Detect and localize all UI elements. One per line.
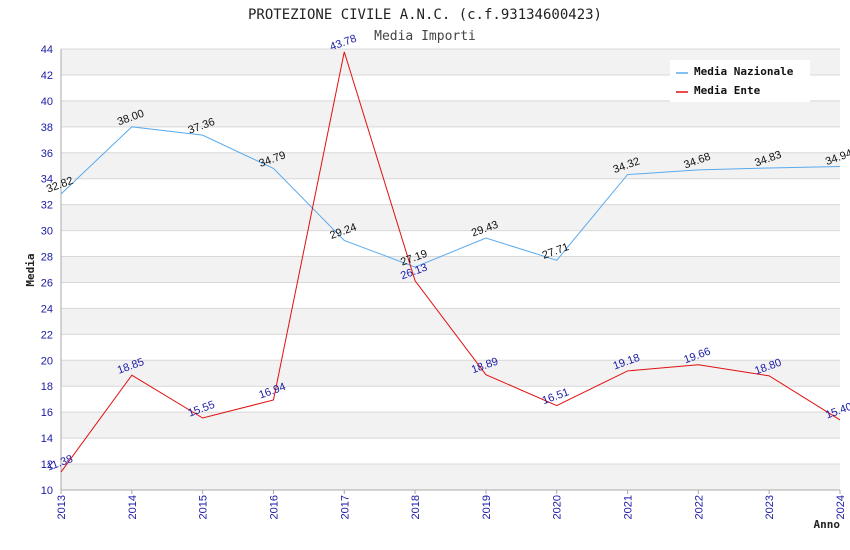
y-tick-labels: 10 12 14 16 18 20 22 24 26 28 30 32 34 36 38 40 42 44: [41, 44, 53, 497]
y-tick-label: 22: [41, 329, 53, 341]
x-tick-label: 2021: [623, 495, 635, 519]
y-tick-label: 20: [41, 355, 53, 367]
x-tick-label: 2014: [127, 495, 139, 519]
series-group: [60, 51, 841, 473]
x-axis-label: Anno: [814, 518, 841, 531]
y-tick-label: 10: [41, 485, 53, 497]
y-tick-label: 42: [41, 70, 53, 82]
x-tick-label: 2017: [339, 495, 351, 519]
chart-subtitle: Media Importi: [374, 29, 476, 44]
legend-label-media-nazionale: Media Nazionale: [694, 65, 794, 78]
grid-band: [61, 256, 840, 283]
y-tick-label: 26: [41, 277, 53, 289]
y-tick-label: 24: [41, 303, 53, 315]
grid-band: [61, 412, 840, 439]
x-tick-labels: 2013 2014 2015 2016 2017 2018 2019 2020 2021 2022…: [56, 490, 847, 519]
x-tick-label: 2013: [56, 495, 68, 519]
x-tick-label: 2022: [693, 495, 705, 519]
grid-band: [61, 204, 840, 231]
grid-bands: [61, 49, 840, 490]
y-tick-label: 28: [41, 252, 53, 264]
x-tick-label: 2024: [835, 495, 847, 519]
y-tick-label: 32: [41, 200, 53, 212]
y-tick-label: 40: [41, 96, 53, 108]
legend: Media Nazionale Media Ente: [670, 60, 810, 102]
x-tick-label: 2023: [764, 495, 776, 519]
y-tick-label: 30: [41, 226, 53, 238]
data-label: 16.51: [541, 386, 571, 407]
grid-lines: [61, 48, 840, 491]
x-tick-label: 2015: [198, 495, 210, 519]
x-tick-label: 2019: [481, 495, 493, 519]
x-tick-label: 2020: [552, 495, 564, 519]
series-line-media-ente: [60, 51, 841, 473]
y-tick-label: 38: [41, 122, 53, 134]
legend-box: [670, 60, 810, 102]
grid-band: [61, 360, 840, 387]
y-axis-label: Media: [24, 253, 37, 286]
chart-title: PROTEZIONE CIVILE A.N.C. (c.f.9313460042…: [248, 7, 602, 23]
series-line-media-nazionale: [60, 126, 841, 268]
y-tick-label: 18: [41, 381, 53, 393]
x-tick-label: 2016: [268, 495, 280, 519]
y-tick-label: 34: [41, 174, 53, 186]
y-tick-label: 14: [41, 433, 53, 445]
y-tick-label: 36: [41, 148, 53, 160]
grid-band: [61, 100, 840, 127]
legend-label-media-ente: Media Ente: [694, 84, 761, 97]
grid-band: [61, 464, 840, 490]
grid-band: [61, 308, 840, 335]
x-tick-label: 2018: [410, 495, 422, 519]
y-tick-label: 12: [41, 459, 53, 471]
y-tick-label: 44: [41, 44, 53, 56]
y-tick-label: 16: [41, 407, 53, 419]
grid-band: [61, 152, 840, 179]
